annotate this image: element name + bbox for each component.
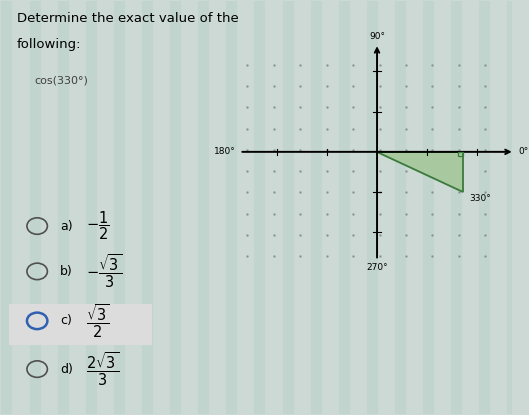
- Text: $-\dfrac{1}{2}$: $-\dfrac{1}{2}$: [86, 210, 110, 242]
- Text: b): b): [60, 265, 73, 278]
- Text: 90°: 90°: [369, 32, 385, 41]
- Text: c): c): [60, 314, 72, 327]
- Text: 330°: 330°: [469, 194, 491, 203]
- Text: Determine the exact value of the: Determine the exact value of the: [17, 12, 239, 25]
- Polygon shape: [377, 152, 463, 192]
- Text: $\dfrac{\sqrt{3}}{2}$: $\dfrac{\sqrt{3}}{2}$: [86, 302, 110, 339]
- Text: 270°: 270°: [366, 263, 388, 272]
- Text: following:: following:: [17, 39, 81, 51]
- Text: $\dfrac{2\sqrt{3}}{3}$: $\dfrac{2\sqrt{3}}{3}$: [86, 350, 119, 388]
- FancyBboxPatch shape: [9, 304, 152, 345]
- Text: a): a): [60, 220, 73, 232]
- Text: $-\dfrac{\sqrt{3}}{3}$: $-\dfrac{\sqrt{3}}{3}$: [86, 253, 122, 290]
- Text: 180°: 180°: [214, 147, 235, 156]
- Text: cos(330°): cos(330°): [34, 76, 88, 85]
- Text: 0°: 0°: [518, 147, 529, 156]
- Text: d): d): [60, 363, 73, 376]
